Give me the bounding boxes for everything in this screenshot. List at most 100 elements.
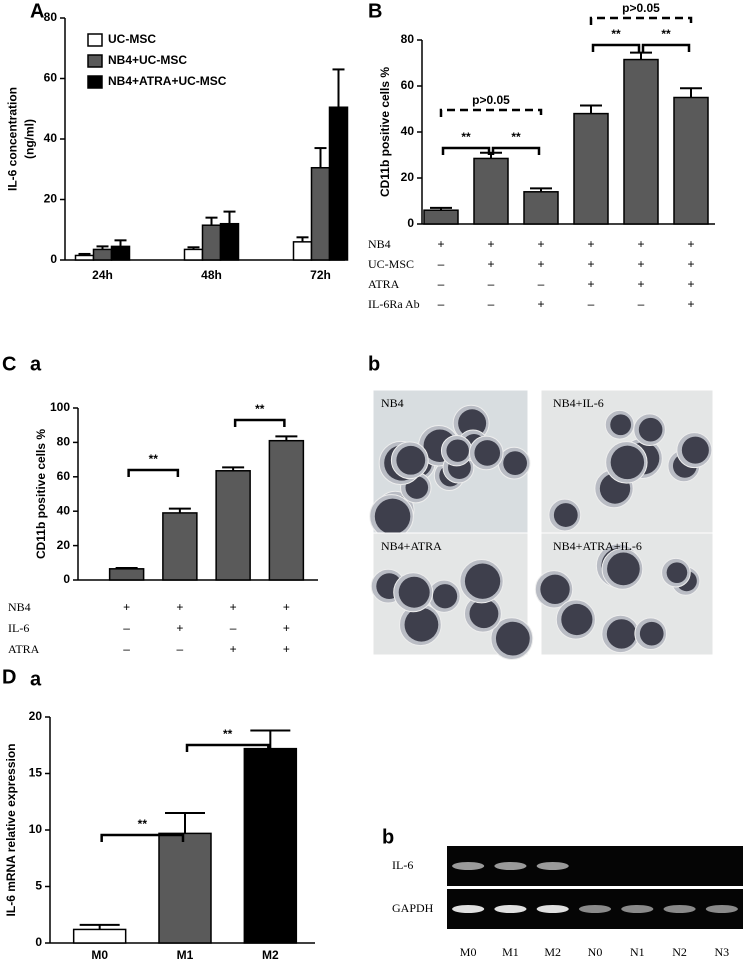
gel-band bbox=[494, 905, 527, 913]
legend-label: NB4+ATRA+UC-MSC bbox=[108, 74, 227, 88]
gel-lane-label: M0 bbox=[460, 945, 477, 959]
gel-lane-label: N0 bbox=[588, 945, 603, 959]
bar bbox=[219, 222, 240, 261]
condition-mark: + bbox=[637, 277, 644, 291]
condition-label: NB4 bbox=[8, 600, 31, 614]
bar bbox=[92, 248, 113, 261]
condition-mark: + bbox=[283, 642, 290, 656]
y-tick-label: 0 bbox=[407, 216, 414, 230]
bar bbox=[243, 747, 298, 944]
condition-mark: + bbox=[687, 257, 694, 271]
gel-band bbox=[452, 905, 485, 913]
condition-mark: + bbox=[587, 237, 594, 251]
nucleus bbox=[607, 552, 640, 586]
condition-label: IL-6Ra Ab bbox=[368, 297, 420, 311]
gel-band bbox=[621, 905, 654, 913]
bar bbox=[328, 106, 349, 261]
x-tick-label: M0 bbox=[91, 948, 108, 962]
condition-mark: – bbox=[123, 642, 130, 656]
nucleus bbox=[503, 451, 527, 475]
panel-label: B bbox=[368, 0, 382, 22]
nucleus bbox=[469, 599, 499, 629]
condition-mark: + bbox=[283, 600, 290, 614]
legend-swatch bbox=[87, 75, 103, 89]
condition-label: UC-MSC bbox=[368, 257, 414, 271]
condition-mark: + bbox=[537, 257, 544, 271]
bar bbox=[623, 58, 659, 225]
condition-label: ATRA bbox=[8, 642, 40, 656]
condition-mark: – bbox=[230, 621, 237, 635]
condition-mark: – bbox=[438, 277, 445, 291]
significance-bracket bbox=[491, 146, 541, 155]
bar bbox=[310, 166, 331, 261]
nucleus bbox=[474, 440, 501, 466]
bar bbox=[673, 96, 709, 225]
bar bbox=[72, 928, 127, 944]
condition-label: NB4 bbox=[368, 237, 391, 251]
sub-label: a bbox=[30, 353, 42, 375]
bar bbox=[201, 224, 222, 261]
y-tick-label: 100 bbox=[50, 400, 70, 414]
x-tick-label: 48h bbox=[201, 268, 222, 282]
nucleus bbox=[610, 414, 632, 436]
significance-bracket bbox=[441, 146, 491, 155]
condition-label: IL-6 bbox=[8, 621, 29, 635]
y-tick-label: 15 bbox=[29, 766, 43, 780]
bar bbox=[74, 254, 95, 261]
condition-mark: + bbox=[587, 277, 594, 291]
x-tick-label: 24h bbox=[92, 268, 113, 282]
bar bbox=[268, 439, 305, 581]
y-tick-label: 20 bbox=[29, 709, 43, 723]
nucleus bbox=[681, 436, 709, 464]
y-tick-label: 5 bbox=[35, 879, 42, 893]
bar bbox=[108, 568, 145, 581]
x-tick-label: M2 bbox=[262, 948, 279, 962]
nucleus bbox=[540, 574, 570, 604]
y-tick-label: 20 bbox=[57, 538, 71, 552]
significance-label: ** bbox=[611, 27, 621, 41]
condition-mark: – bbox=[638, 297, 645, 311]
y-axis-label: IL-6 mRNA relative expression bbox=[4, 744, 18, 917]
nucleus bbox=[639, 621, 664, 646]
condition-mark: + bbox=[637, 237, 644, 251]
y-tick-label: 20 bbox=[44, 192, 58, 206]
nucleus bbox=[666, 562, 688, 583]
sub-label: b bbox=[382, 826, 394, 848]
bar bbox=[110, 245, 131, 261]
legend-swatch bbox=[87, 54, 103, 68]
condition-mark: + bbox=[687, 297, 694, 311]
gel-lane-label: N1 bbox=[630, 945, 645, 959]
bar bbox=[473, 157, 509, 225]
gel-lane-label: N2 bbox=[672, 945, 687, 959]
nucleus bbox=[638, 417, 663, 442]
condition-mark: – bbox=[438, 297, 445, 311]
x-tick-label: 72h bbox=[310, 268, 331, 282]
nucleus bbox=[398, 576, 430, 608]
bar bbox=[162, 512, 198, 581]
condition-mark: – bbox=[123, 621, 130, 635]
condition-mark: – bbox=[588, 297, 595, 311]
nucleus bbox=[446, 439, 469, 462]
y-tick-label: 40 bbox=[57, 503, 71, 517]
nucleus bbox=[495, 621, 530, 656]
y-tick-label: 0 bbox=[63, 572, 70, 586]
nucleus bbox=[396, 445, 426, 475]
significance-bracket bbox=[233, 418, 286, 427]
bar bbox=[292, 241, 313, 261]
nucleus bbox=[606, 619, 637, 649]
y-tick-label: 80 bbox=[57, 435, 71, 449]
y-axis-label: CD11b positive cells % bbox=[34, 429, 48, 559]
significance-label: p>0.05 bbox=[472, 93, 510, 107]
y-tick-label: 60 bbox=[44, 71, 58, 85]
significance-label: ** bbox=[149, 452, 159, 466]
condition-mark: – bbox=[538, 277, 545, 291]
panel-label: C bbox=[2, 353, 16, 375]
condition-mark: + bbox=[230, 642, 237, 656]
condition-mark: + bbox=[487, 257, 494, 271]
nucleus bbox=[553, 503, 578, 527]
condition-mark: + bbox=[687, 277, 694, 291]
significance-label: ** bbox=[661, 27, 671, 41]
micrograph-label: NB4+ATRA+IL-6 bbox=[553, 539, 642, 553]
significance-label: ** bbox=[461, 130, 471, 144]
